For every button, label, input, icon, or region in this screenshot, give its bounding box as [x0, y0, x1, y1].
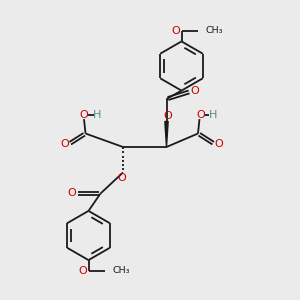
Text: O: O [190, 86, 200, 96]
Text: O: O [163, 111, 172, 122]
Text: O: O [61, 139, 70, 149]
Polygon shape [165, 122, 168, 147]
Text: O: O [214, 139, 223, 149]
Text: O: O [79, 266, 88, 276]
Text: H: H [209, 110, 217, 120]
Text: O: O [172, 26, 181, 36]
Text: O: O [118, 173, 127, 183]
Text: H: H [92, 110, 101, 120]
Text: O: O [196, 110, 206, 120]
Text: O: O [79, 110, 88, 120]
Text: CH₃: CH₃ [206, 26, 223, 35]
Text: O: O [68, 188, 76, 199]
Text: CH₃: CH₃ [112, 266, 130, 275]
